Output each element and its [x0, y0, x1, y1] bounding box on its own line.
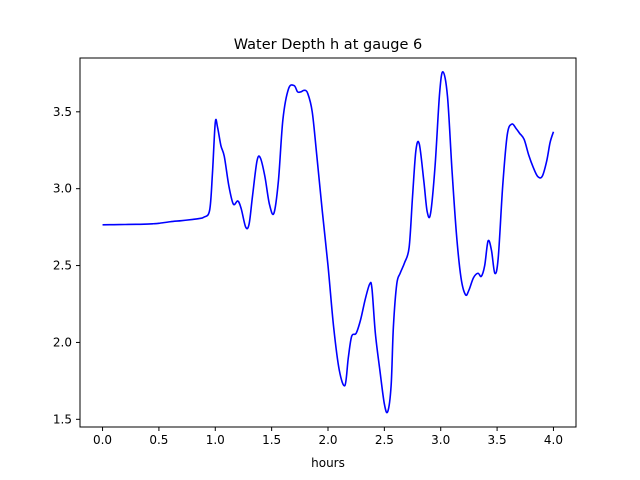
x-tick-label: 2.5: [375, 433, 394, 447]
x-axis-label: hours: [311, 456, 345, 470]
x-tick-label: 2.0: [318, 433, 337, 447]
series-line-0: [102, 71, 555, 414]
x-tick-label: 3.5: [488, 433, 507, 447]
plot-area: [102, 71, 555, 414]
x-axis: 0.0 0.5 1.0 1.5 2.0 2.5 3.0 3.5 4.0: [93, 427, 563, 447]
y-axis: 1.5 2.0 2.5 3.0 3.5: [53, 105, 80, 426]
x-tick-label: 0.0: [93, 433, 112, 447]
x-tick-label: 3.0: [431, 433, 450, 447]
y-tick-label: 3.0: [53, 182, 72, 196]
y-tick-label: 2.0: [53, 335, 72, 349]
x-tick-label: 4.0: [544, 433, 563, 447]
x-tick-label: 1.0: [206, 433, 225, 447]
x-tick-label: 1.5: [262, 433, 281, 447]
y-tick-label: 2.5: [53, 259, 72, 273]
x-tick-label: 0.5: [149, 433, 168, 447]
y-tick-label: 3.5: [53, 105, 72, 119]
chart-title: Water Depth h at gauge 6: [234, 37, 422, 53]
y-tick-label: 1.5: [53, 412, 72, 426]
